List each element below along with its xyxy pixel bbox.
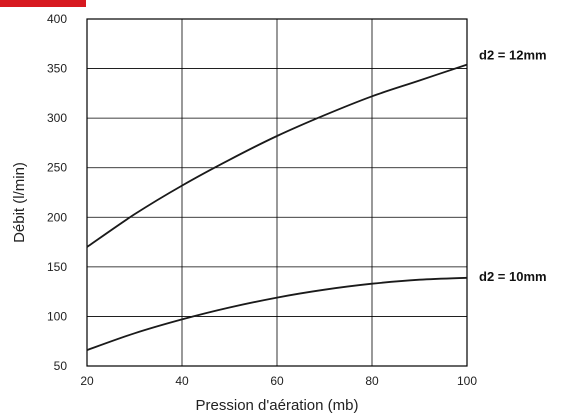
y-tick-label: 50 [54, 359, 68, 373]
x-tick-label: 40 [175, 374, 189, 388]
x-tick-label: 80 [365, 374, 379, 388]
y-tick-label: 150 [47, 260, 67, 274]
x-tick-label: 100 [457, 374, 477, 388]
y-tick-label: 100 [47, 309, 67, 323]
x-tick-label: 60 [270, 374, 284, 388]
y-tick-label: 400 [47, 12, 67, 26]
series-label: d2 = 12mm [479, 48, 547, 63]
series-label: d2 = 10mm [479, 269, 547, 284]
plot-frame [86, 18, 468, 367]
y-axis-title: Débit (l/min) [11, 162, 28, 243]
brand-accent-bar [0, 0, 86, 7]
series-line [86, 63, 468, 248]
y-tick-label: 300 [47, 111, 67, 125]
y-tick-label: 200 [47, 210, 67, 224]
series-line [86, 276, 468, 351]
x-axis-title: Pression d'aération (mb) [196, 397, 359, 414]
y-tick-label: 350 [47, 62, 67, 76]
y-tick-label: 250 [47, 161, 67, 175]
x-tick-label: 20 [80, 374, 94, 388]
